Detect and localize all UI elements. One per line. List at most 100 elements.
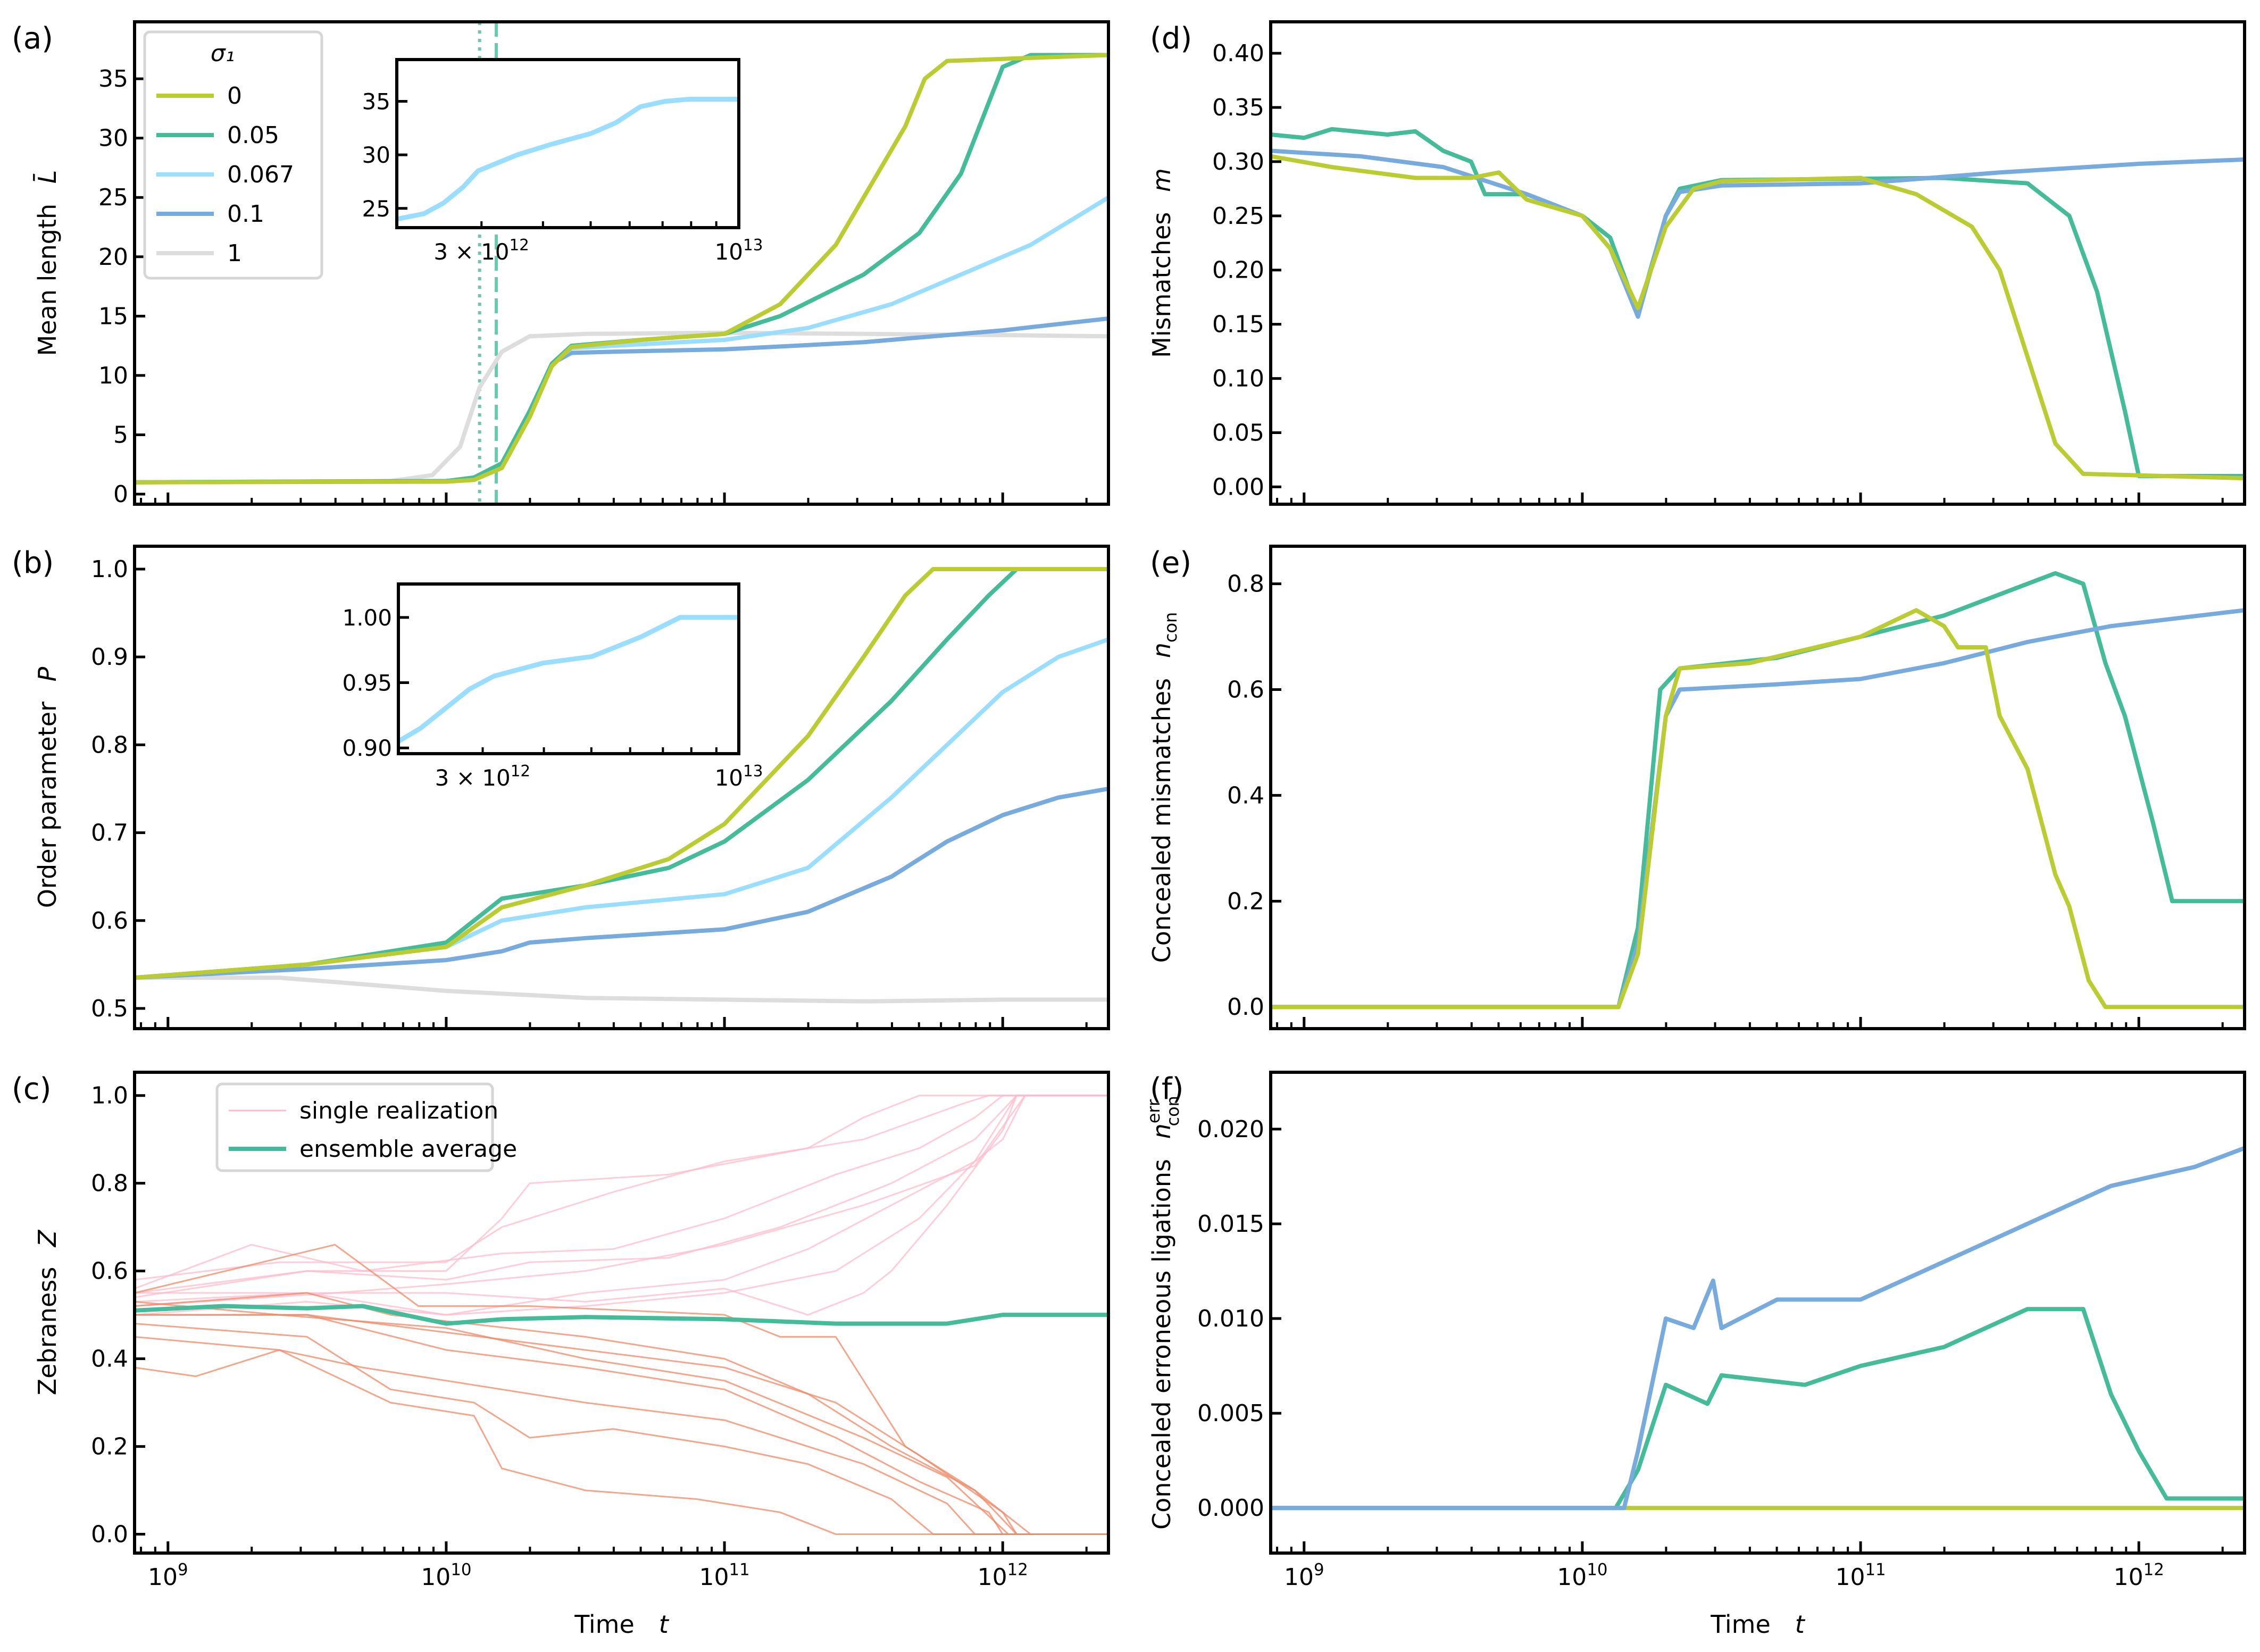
y-axis-label-text: Concealed mismatches [1147, 658, 1176, 963]
legend-entry-label: 0.05 [227, 122, 279, 149]
y-tick-label: 0.05 [1212, 419, 1264, 446]
legend-entry-label: 1 [227, 240, 242, 267]
legend-title: σ₁ [211, 40, 235, 67]
series-line-single-up-2 [135, 1095, 1108, 1281]
inset-background [398, 584, 739, 754]
legend-entry-label: 0.1 [227, 201, 264, 228]
series-line-sigma-0-05 [1271, 1307, 2245, 1511]
panel-label: (e) [1150, 546, 1191, 580]
y-tick-label: 20 [98, 244, 128, 271]
x-tick-label: 3 × 1012 [435, 762, 530, 791]
y-tick-label: 0.95 [342, 670, 392, 696]
y-tick-label: 0.40 [1212, 40, 1264, 67]
x-axis-label: Time t [574, 1610, 670, 1639]
y-tick-label: 0.4 [1227, 782, 1264, 809]
series-group [398, 615, 739, 744]
y-tick-label: 0.25 [1212, 203, 1264, 230]
series-line-single-up-1 [135, 1095, 1108, 1294]
y-axis-subscript: con [1163, 1096, 1183, 1126]
y-axis-label-text: Mean length [33, 183, 62, 356]
series-line-sigma-0-05 [135, 567, 1108, 980]
y-axis-label-text: Order parameter [33, 681, 62, 908]
series-line-sigma-0-05 [1271, 571, 2245, 1009]
series-line-sigma-0 [1271, 154, 2245, 481]
y-tick-label: 0.0 [91, 1521, 128, 1548]
x-tick-label: 1013 [715, 236, 763, 265]
y-tick-label: 30 [362, 142, 390, 168]
y-tick-label: 0.2 [91, 1433, 128, 1461]
x-tick-label: 1012 [2114, 1561, 2164, 1591]
legend-entry-label: 0.067 [227, 161, 294, 188]
series-line-single-down-1 [135, 1336, 1108, 1535]
series-line-single-up-7 [135, 1095, 1108, 1316]
series-line-sigma-0 [135, 53, 1108, 485]
y-axis-label: Concealed erroneous ligations nerrcon [1144, 1096, 1183, 1530]
x-tick-label: 3 × 1012 [433, 236, 529, 265]
inset-axes: 25 30 35 3 × 1012 1013 [362, 58, 763, 265]
series-line-single-up-3 [135, 1095, 1108, 1290]
y-tick-label: 0.015 [1197, 1211, 1264, 1238]
y-axis-label: Zebraness Z [33, 1229, 62, 1395]
y-tick-label: 0.7 [91, 820, 128, 847]
legend-entry-label: single realization [299, 1097, 498, 1124]
series-line-sigma-1 [135, 975, 1108, 1004]
legend-box [143, 30, 323, 280]
panel-f-concealed-erroneous-ligations: 0.000 0.005 0.010 0.015 0.020 109 1010 1011 1012… [1144, 1071, 2246, 1639]
y-axis-label: Mean length L̄ [33, 170, 62, 356]
y-tick-label: 25 [98, 184, 128, 211]
series-line-sigma-0 [1271, 608, 2245, 1009]
series-line-single-down-8 [135, 1300, 1108, 1535]
panel-label: (f) [1150, 1072, 1183, 1106]
y-tick-label: 0.8 [1227, 571, 1264, 598]
panel-d-mismatches: 0.00 0.05 0.10 0.15 0.20 0.25 0.30 0.35 0.40 (d) M… [1147, 20, 2246, 506]
series-group [1271, 1146, 2245, 1511]
axes-frame [133, 20, 1110, 506]
axes-frame [1269, 20, 2246, 506]
y-axis-symbol: L̄ [33, 170, 62, 184]
panel-c-zebraness: 0.0 0.2 0.4 0.6 0.8 1.0 109 1010 1011 1012 (c) Zebr… [12, 1071, 1110, 1639]
y-tick-label: 35 [98, 65, 128, 93]
y-tick-label: 0 [113, 481, 128, 508]
y-tick-label: 0.6 [1227, 677, 1264, 704]
x-tick-label: 1010 [421, 1561, 471, 1591]
y-axis-label-text: Mismatches [1147, 192, 1176, 358]
x-tick-label: 1012 [978, 1561, 1028, 1591]
legend: single realization ensemble average [215, 1082, 517, 1172]
y-axis-label: Concealed mismatches ncon [1147, 612, 1181, 963]
y-tick-label: 0.5 [91, 995, 128, 1022]
y-axis-symbol: P [33, 666, 62, 681]
y-axis-symbol: m [1147, 168, 1176, 192]
y-tick-label: 0.90 [342, 735, 392, 761]
series-line-single-down-7 [135, 1314, 1108, 1535]
y-tick-label: 0.4 [91, 1346, 128, 1373]
series-line-single-down-6 [135, 1244, 1108, 1535]
y-axis-label: Mismatches m [1147, 168, 1176, 358]
y-tick-label: 0.00 [1212, 473, 1264, 500]
y-axis-label-text: Concealed erroneous ligations [1147, 1139, 1176, 1530]
y-tick-label: 30 [98, 125, 128, 152]
x-tick-label: 1011 [1835, 1561, 1886, 1591]
axes-frame [1269, 1071, 2246, 1555]
panel-b-order-parameter: 0.5 0.6 0.7 0.8 0.9 1.0 (b) Order parameter P 0.… [12, 545, 1110, 1030]
series-line-sigma-0-067 [397, 97, 739, 222]
y-tick-label: 1.0 [91, 1082, 128, 1109]
y-axis-label-text: Zebraness [33, 1247, 62, 1395]
x-tick-label: 1011 [699, 1561, 749, 1591]
y-tick-label: 0.020 [1197, 1116, 1264, 1143]
y-tick-label: 15 [98, 303, 128, 330]
x-tick-label: 109 [1284, 1561, 1324, 1591]
axes-frame [133, 1071, 1110, 1555]
x-tick-label: 109 [148, 1561, 188, 1591]
series-group [135, 1095, 1108, 1535]
y-axis-subscript: con [1161, 612, 1181, 643]
series-group [1271, 127, 2245, 481]
series-line-sigma-0 [135, 567, 1108, 980]
inset-axes: 0.90 0.95 1.00 3 × 1012 1013 [342, 582, 763, 791]
legend: σ₁ 0 0.05 0.067 0.1 1 [143, 30, 323, 280]
y-tick-label: 0.0 [1227, 994, 1264, 1021]
series-group [1271, 571, 2245, 1009]
x-axis-label-text: Time [574, 1610, 659, 1639]
y-tick-label: 0.9 [91, 644, 128, 671]
series-line-ensemble-average [135, 1304, 1108, 1326]
